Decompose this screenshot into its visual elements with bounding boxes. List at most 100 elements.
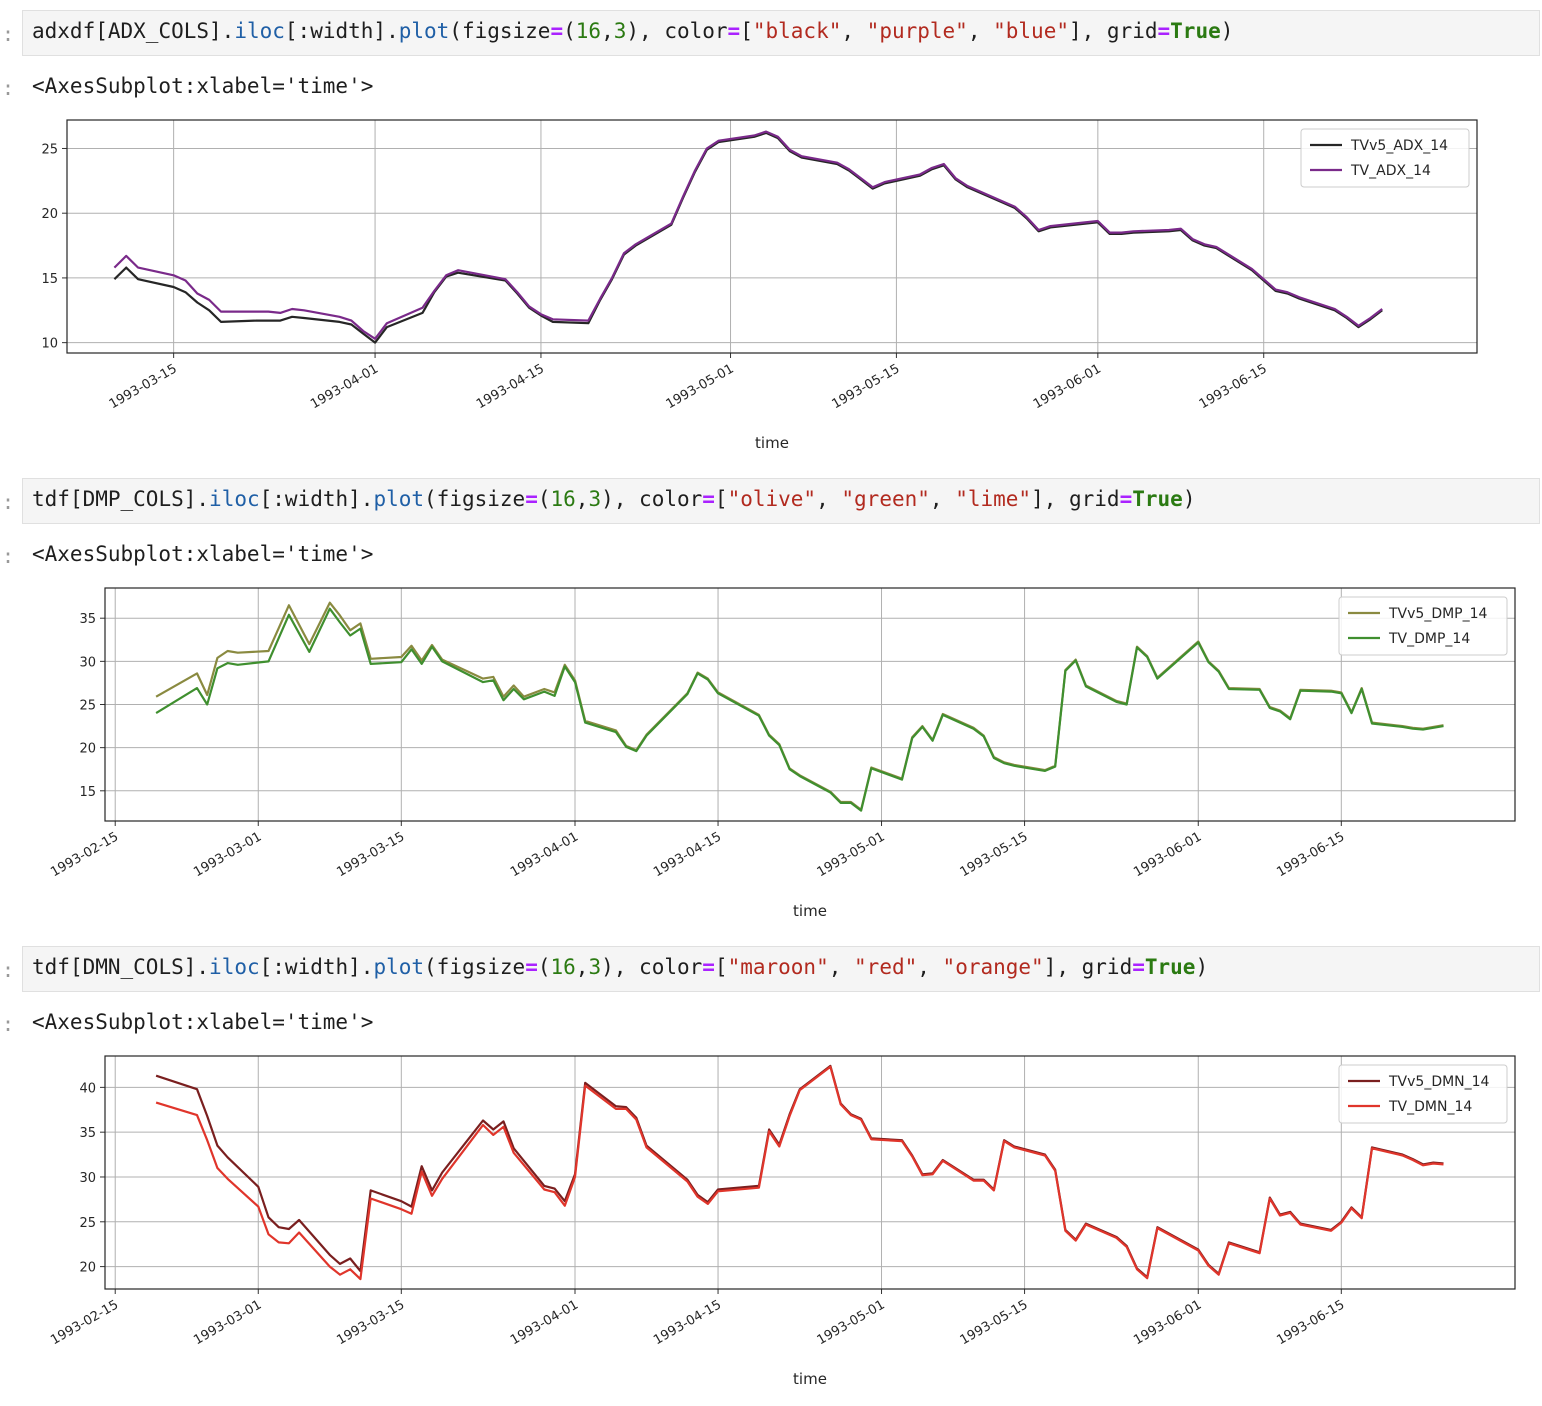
- axes-frame: [66, 119, 1478, 354]
- code-token-attr: iloc: [234, 19, 285, 43]
- code-token-name: width: [310, 19, 374, 43]
- cell-2-output-prompt: :: [2, 544, 15, 568]
- code-token-name: width: [284, 487, 349, 511]
- x-tick-label: 1993-03-15: [334, 829, 407, 880]
- x-tick-label: 1993-04-15: [651, 829, 724, 880]
- x-tick-label: 1993-04-01: [508, 829, 581, 880]
- code-token-attr: plot: [373, 487, 425, 511]
- code-token-str: "black": [752, 19, 842, 43]
- y-tick-label: 25: [79, 1216, 96, 1231]
- code-token-punc: ,: [601, 19, 614, 43]
- x-tick-label: 1993-05-01: [815, 829, 888, 880]
- code-token-op: =: [550, 19, 564, 43]
- legend-label: TV_DMP_14: [1388, 631, 1470, 647]
- x-tick-label: 1993-04-15: [474, 361, 547, 412]
- code-token-punc: (: [537, 955, 551, 979]
- legend-box: [1300, 128, 1470, 188]
- code-token-punc: (: [537, 487, 551, 511]
- y-tick-label: 25: [41, 142, 58, 157]
- y-tick-label: 20: [79, 742, 96, 757]
- cell-3-code-editor[interactable]: tdf[DMN_COLS].iloc[:width].plot(figsize=…: [22, 946, 1540, 992]
- cell-2-code-editor[interactable]: tdf[DMP_COLS].iloc[:width].plot(figsize=…: [22, 478, 1540, 524]
- x-tick-label: 1993-06-15: [1274, 829, 1347, 880]
- code-token-kw: True: [1170, 19, 1221, 43]
- code-token-name: DMP_COLS: [82, 487, 184, 511]
- adx-chart: 10 15 20 25 1993-03-15 1993-04-01 1993-04-15 19…: [41, 119, 1478, 452]
- code-token-name: DMN_COLS: [82, 955, 184, 979]
- cell-1-code-line[interactable]: adxdf[ADX_COLS].iloc[:width].plot(figsiz…: [32, 19, 1233, 43]
- code-token-punc: ,: [841, 19, 867, 43]
- legend: TVv5_ADX_14 TV_ADX_14: [1300, 128, 1470, 188]
- code-token-punc: ,: [575, 487, 589, 511]
- code-token-punc: ),: [601, 487, 640, 511]
- code-token-str: "green": [841, 487, 930, 511]
- code-token-str: "orange": [942, 955, 1044, 979]
- series-line-TV_ADX_14: [113, 130, 1383, 340]
- cell-2-output-text: <AxesSubplot:xlabel='time'>: [32, 542, 374, 566]
- plot-area: [67, 120, 1477, 353]
- code-token-punc: ].: [183, 487, 210, 511]
- x-tick-label: 1993-06-15: [1274, 1297, 1347, 1348]
- code-token-name: figsize: [436, 955, 526, 979]
- y-tick-label: 25: [79, 699, 96, 714]
- cell-3-output-text: <AxesSubplot:xlabel='time'>: [32, 1010, 374, 1034]
- code-token-name: grid: [1069, 487, 1120, 511]
- cell-3-code-line[interactable]: tdf[DMN_COLS].iloc[:width].plot(figsize=…: [32, 955, 1208, 979]
- code-token-str: "purple": [866, 19, 968, 43]
- code-token-punc: ): [1182, 487, 1196, 511]
- y-tick-label: 35: [79, 612, 96, 627]
- code-token-num: 16: [550, 487, 576, 511]
- code-token-punc: (: [449, 19, 462, 43]
- code-token-punc: (: [424, 487, 437, 511]
- code-token-name: ADX_COLS: [107, 19, 210, 43]
- code-token-punc: [:: [284, 19, 311, 43]
- x-tick-label: 1993-05-01: [815, 1297, 888, 1348]
- cell-1-code-editor[interactable]: adxdf[ADX_COLS].iloc[:width].plot(figsiz…: [22, 10, 1540, 56]
- code-token-punc: ): [1195, 955, 1209, 979]
- code-token-name: color: [664, 19, 728, 43]
- code-token-num: 16: [575, 19, 602, 43]
- code-token-kw: True: [1132, 487, 1183, 511]
- code-token-op: =: [1119, 487, 1133, 511]
- x-tick-label: 1993-04-01: [308, 361, 381, 412]
- y-tick-label: 30: [79, 1171, 96, 1186]
- legend-label: TV_DMN_14: [1388, 1099, 1472, 1115]
- code-token-name: color: [639, 487, 703, 511]
- code-token-op: =: [727, 19, 741, 43]
- y-tick-label: 40: [79, 1081, 96, 1096]
- series-line-TV_DMP_14: [155, 607, 1444, 812]
- cell-2-code-line[interactable]: tdf[DMP_COLS].iloc[:width].plot(figsize=…: [32, 487, 1195, 511]
- code-token-punc: ].: [183, 955, 210, 979]
- legend-label: TVv5_DMP_14: [1388, 606, 1488, 622]
- code-token-punc: ,: [929, 487, 956, 511]
- code-token-op: =: [1132, 955, 1145, 979]
- x-tick-label: 1993-04-01: [508, 1297, 581, 1348]
- code-token-name: tdf: [32, 955, 70, 979]
- code-token-punc: ].: [348, 955, 374, 979]
- code-token-name: tdf: [32, 487, 70, 511]
- code-token-punc: ,: [816, 487, 842, 511]
- code-token-name: grid: [1106, 19, 1158, 43]
- code-token-op: =: [525, 487, 538, 511]
- y-tick-label: 20: [79, 1261, 96, 1276]
- code-token-punc: [:: [259, 487, 285, 511]
- code-token-num: 3: [588, 955, 602, 979]
- code-token-punc: (: [563, 19, 576, 43]
- x-axis-label: time: [793, 902, 827, 920]
- y-tick-label: 35: [79, 1126, 96, 1141]
- code-token-op: =: [702, 487, 715, 511]
- x-tick-label: 1993-03-15: [107, 361, 180, 412]
- cell-1-output-prompt: :: [2, 76, 15, 100]
- cell-3-input-prompt: :: [2, 958, 15, 982]
- x-tick-label: 1993-02-15: [48, 1297, 121, 1348]
- legend-box: [1338, 596, 1508, 656]
- legend-box: [1338, 1064, 1508, 1124]
- y-tick-label: 20: [41, 207, 58, 222]
- axes-frame: [104, 1055, 1516, 1290]
- code-token-attr: plot: [398, 19, 450, 43]
- legend-label: TVv5_DMN_14: [1388, 1074, 1490, 1090]
- code-token-punc: [:: [259, 955, 285, 979]
- cell-1-input-prompt: :: [2, 22, 15, 46]
- code-token-name: adxdf: [32, 19, 96, 43]
- code-token-punc: [: [714, 487, 728, 511]
